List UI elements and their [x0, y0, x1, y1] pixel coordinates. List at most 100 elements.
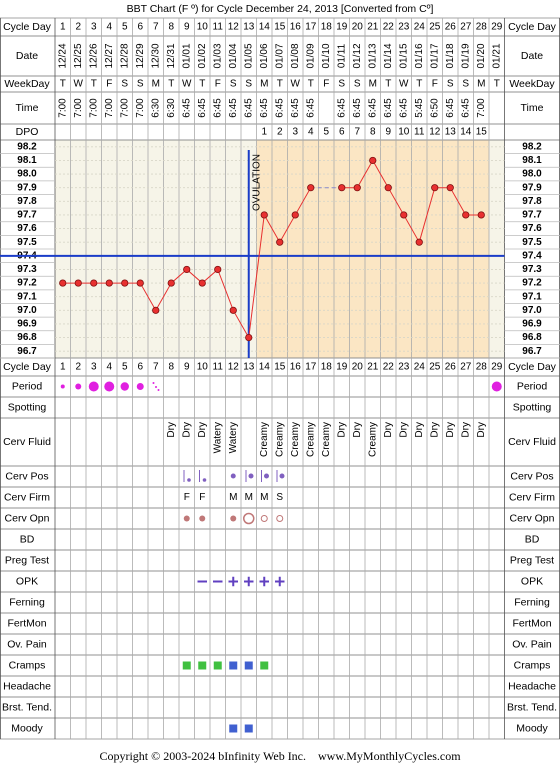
row-bg: [0, 376, 560, 397]
dpo: 4: [308, 127, 314, 138]
dpo: 5: [323, 127, 329, 138]
cycle-day: 2: [75, 362, 81, 373]
temperature-point: [90, 279, 98, 287]
weekday: M: [152, 79, 160, 90]
y-tick-label-right: 97.2: [522, 278, 542, 289]
cramps-mark: [260, 661, 269, 670]
date: 01/13: [367, 43, 378, 68]
temperature-point: [384, 184, 392, 192]
post-ovulation-shade: [256, 140, 489, 358]
temperature-point: [245, 333, 253, 342]
time: 6:45: [352, 98, 363, 118]
cerv-fluid: Dry: [197, 422, 208, 438]
weekday: T: [91, 79, 97, 90]
date: 01/11: [336, 43, 347, 68]
time: 7:00: [73, 98, 84, 118]
row-label-right: Headache: [508, 680, 556, 692]
cycle-day: 3: [91, 22, 97, 33]
cycle-day: 24: [414, 22, 426, 33]
y-tick-label-right: 97.9: [522, 182, 542, 193]
temperature-point: [291, 211, 299, 219]
spot-dot: [155, 386, 157, 388]
pos-dot: [264, 473, 269, 479]
temperature-point: [369, 156, 377, 165]
temperature-point: [276, 238, 284, 246]
weekday: F: [215, 79, 221, 90]
cerv-opn-icons: [183, 512, 284, 525]
row-label: Cycle Day: [3, 361, 52, 373]
row-bg: [0, 718, 560, 739]
dpo: 12: [429, 127, 441, 138]
weekday: T: [277, 79, 283, 90]
time: 7:00: [57, 98, 68, 118]
y-tick-label-right: 96.7: [522, 346, 542, 357]
cycle-day: 20: [352, 22, 364, 33]
row-bg: [0, 634, 560, 655]
time: 6:45: [290, 98, 301, 118]
temperature-point: [214, 265, 222, 274]
opn-open: [243, 512, 255, 525]
date: 12/28: [119, 43, 130, 68]
weekday: T: [385, 79, 391, 90]
row-bg: [0, 18, 560, 36]
table-content: 98.2 98.2 98.1 98.1 98.0 98.0 97.9 97.9 97.8 97.8…: [0, 21, 557, 734]
cycle-day: 4: [106, 362, 112, 373]
cycle-day: 16: [290, 22, 302, 33]
cycle-day: 23: [398, 22, 410, 33]
y-tick-label-right: 96.9: [522, 319, 542, 330]
opn-closed: [183, 515, 190, 522]
cramps-icons: [182, 661, 269, 670]
y-tick-label: 98.1: [17, 155, 37, 166]
row-bg: [0, 529, 560, 550]
temperature-point: [121, 279, 129, 287]
dpo: 10: [398, 127, 410, 138]
time: 6:45: [228, 98, 239, 118]
y-tick-label: 97.1: [17, 291, 37, 302]
row-label-right: Brst. Tend.: [507, 701, 557, 713]
row-label-right: Cramps: [514, 659, 551, 671]
cycle-day: 29: [491, 362, 503, 373]
time: 6:50: [429, 98, 440, 118]
y-tick-label-right: 97.3: [522, 264, 542, 275]
row-label-right: Date: [521, 50, 543, 62]
date: 01/15: [398, 43, 409, 68]
temperature-point: [183, 265, 191, 274]
spot-dot: [152, 382, 155, 384]
dpo: 1: [261, 127, 267, 138]
cramps-mark: [182, 661, 191, 670]
footer: Copyright © 2003-2024 bInfinity Web Inc.…: [99, 749, 461, 763]
row-label: Time: [16, 102, 39, 114]
opk-icons: [197, 576, 285, 587]
row-bg: [0, 697, 560, 718]
opn-medium: [260, 515, 268, 522]
cycle-day: 15: [274, 22, 286, 33]
time: 6:45: [305, 98, 316, 118]
cycle-day: 10: [197, 22, 209, 33]
cerv-fluid: Creamy: [290, 422, 301, 457]
opn-closed: [199, 515, 206, 522]
time: 6:45: [398, 98, 409, 118]
row-label-right: Period: [517, 380, 548, 392]
cycle-day: 5: [122, 22, 128, 33]
weekday: W: [74, 79, 84, 90]
weekday: T: [416, 79, 422, 90]
row-label: Brst. Tend.: [2, 701, 52, 713]
temperature-point: [446, 184, 454, 192]
cycle-day: 2: [75, 22, 81, 33]
dpo: 15: [476, 127, 488, 138]
date: 12/30: [150, 43, 161, 68]
date: 12/29: [135, 43, 146, 68]
cycle-day: 26: [445, 22, 457, 33]
y-tick-label: 97.6: [17, 223, 37, 234]
cycle-day: 3: [91, 362, 97, 373]
row-label-right: Cerv Fluid: [508, 436, 556, 448]
date: 01/19: [460, 43, 471, 68]
moody-icons: [229, 724, 253, 733]
row-label: Cramps: [9, 659, 46, 671]
cerv-fluid: Creamy: [321, 422, 332, 457]
temperature-point: [477, 211, 485, 219]
cycle-day: 18: [321, 22, 333, 33]
y-tick-label-right: 97.7: [522, 210, 542, 221]
row-label: Moody: [11, 722, 43, 734]
temperature-point: [105, 279, 113, 287]
